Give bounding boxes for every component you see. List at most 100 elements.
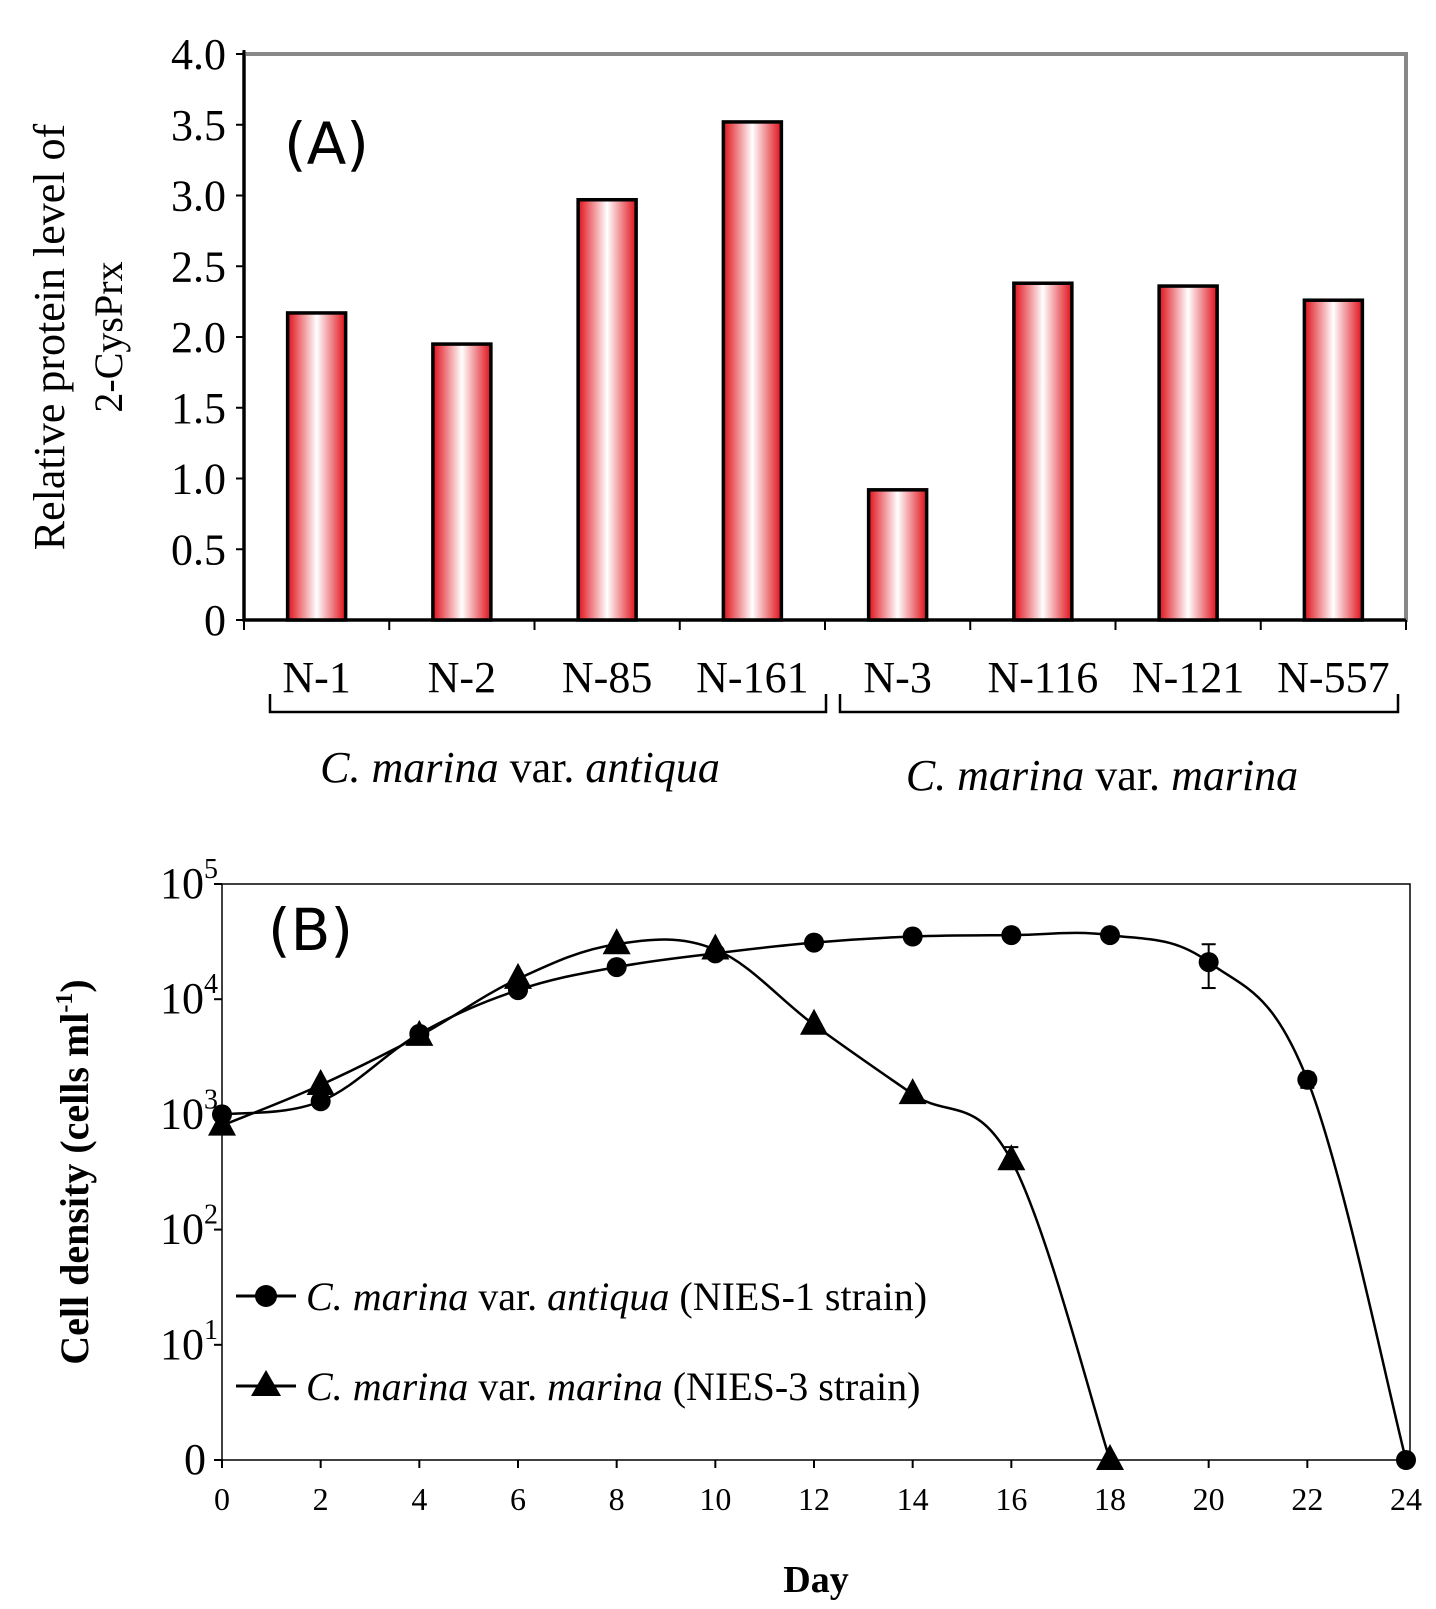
- bar-n-557: [1302, 298, 1365, 622]
- data-point-triangle: [701, 933, 730, 960]
- panel-b-label: (B): [268, 896, 353, 964]
- data-point-circle: [606, 957, 627, 978]
- category-label: N-557: [1277, 653, 1389, 702]
- panel-a-y-ticks: 0 0.5 1.0 1.5 2.0 2.5 3.0 3.5 4.0: [171, 30, 244, 645]
- y-tick-exponent: 2: [204, 1200, 218, 1231]
- y-tick-label: 2.0: [171, 313, 226, 362]
- y-tick-label: 3.5: [171, 101, 226, 150]
- data-point-triangle: [602, 928, 631, 955]
- x-tick-label: 2: [313, 1481, 329, 1517]
- panel-a-ylabel-line2: 2-CysPrx: [86, 261, 131, 412]
- panel-b-ylabel: Cell density (cells ml-1): [52, 979, 97, 1365]
- data-point-triangle: [208, 1109, 236, 1136]
- data-point-triangle: [800, 1008, 828, 1035]
- panel-b-xlabel: Day: [783, 1559, 848, 1601]
- panel-a-frame: [242, 52, 1408, 622]
- data-point-triangle: [405, 1019, 434, 1046]
- data-point-triangle: [306, 1068, 335, 1095]
- x-tick-label: 8: [609, 1481, 625, 1517]
- bar-n-1: [285, 311, 348, 622]
- y-tick-label: 2.5: [171, 242, 226, 291]
- panel-b-frame: [221, 883, 1411, 1461]
- category-label: N-85: [562, 653, 652, 702]
- panel-a-bars: [285, 120, 1365, 622]
- category-label: N-2: [428, 653, 496, 702]
- y-tick-label: 101: [160, 1315, 218, 1369]
- y-tick-label: 102: [160, 1200, 218, 1254]
- bar-n-85: [576, 197, 638, 622]
- x-tick-label: 12: [798, 1481, 830, 1517]
- panel-a-x-ticks: [243, 620, 1407, 630]
- data-point-circle: [1396, 1450, 1416, 1470]
- y-tick-base: 10: [160, 859, 204, 908]
- category-label: N-116: [987, 653, 1098, 702]
- category-label: N-161: [696, 653, 808, 702]
- y-tick-label: 105: [160, 854, 218, 908]
- panel-b-series: [208, 925, 1416, 1470]
- group-bracket-marina: [838, 694, 1400, 714]
- group-bracket-antiqua: [268, 694, 828, 714]
- y-tick-label: 104: [160, 969, 218, 1023]
- x-tick-label: 0: [214, 1481, 230, 1517]
- y-tick-label: 0: [184, 1435, 206, 1484]
- y-tick-base: 10: [160, 1205, 204, 1254]
- panel-a-ylabel-line1: Relative protein level of: [25, 123, 74, 550]
- y-tick-exponent: 4: [204, 969, 218, 1000]
- data-point-circle: [804, 932, 824, 953]
- category-label: N-1: [282, 653, 350, 702]
- bar-n-121: [1157, 284, 1219, 622]
- legend-label-antiqua: C. marina var. antiqua (NIES-1 strain): [306, 1274, 927, 1319]
- y-tick-label: 1.5: [171, 384, 226, 433]
- x-tick-label: 16: [995, 1481, 1027, 1517]
- bar-n-116: [1012, 281, 1074, 622]
- x-tick-label: 14: [897, 1481, 929, 1517]
- data-point-triangle: [1096, 1444, 1124, 1470]
- data-point-circle: [902, 926, 923, 947]
- panel-b-x-ticks: 0 2 4 6 8 10 12 14 16 18 20 22 24: [214, 1460, 1422, 1517]
- bar-n-2: [431, 342, 493, 622]
- x-tick-label: 22: [1291, 1481, 1323, 1517]
- legend-marker-triangle: [251, 1370, 281, 1396]
- category-label: N-3: [863, 653, 931, 702]
- y-tick-base: 0: [184, 1435, 206, 1484]
- y-tick-base: 10: [160, 1089, 204, 1138]
- y-tick-label: 1.0: [171, 455, 226, 504]
- data-point-circle: [1297, 1069, 1318, 1090]
- y-tick-exponent: 3: [204, 1084, 218, 1115]
- data-point-circle: [310, 1091, 331, 1112]
- data-point-triangle: [898, 1078, 927, 1105]
- data-point-triangle: [504, 962, 532, 989]
- legend-label-marina: C. marina var. marina (NIES-3 strain): [306, 1364, 920, 1409]
- y-tick-base: 10: [160, 974, 204, 1023]
- x-tick-label: 6: [510, 1481, 526, 1517]
- x-tick-label: 24: [1390, 1481, 1422, 1517]
- bar-n-161: [721, 120, 784, 622]
- group-label-antiqua: C. marina var. antiqua: [320, 743, 720, 792]
- panel-a: 0 0.5 1.0 1.5 2.0 2.5 3.0 3.5 4.0 N-1 N-2 N-85 N-16…: [25, 30, 1408, 800]
- data-point-circle: [1198, 952, 1219, 973]
- data-point-triangle: [997, 1144, 1026, 1171]
- y-tick-exponent: 1: [204, 1315, 218, 1346]
- data-point-circle: [1100, 925, 1120, 946]
- group-label-marina: C. marina var. marina: [906, 751, 1298, 800]
- bar-n-3: [866, 488, 929, 622]
- x-tick-label: 20: [1193, 1481, 1225, 1517]
- y-tick-label: 0: [204, 596, 226, 645]
- panel-a-label: (A): [284, 110, 369, 178]
- panel-a-category-labels: N-1 N-2 N-85 N-161 N-3 N-116 N-121 N-557: [282, 653, 1389, 702]
- y-tick-label: 4.0: [171, 30, 226, 79]
- y-tick-label: 0.5: [171, 525, 226, 574]
- x-tick-label: 18: [1094, 1481, 1126, 1517]
- x-tick-label: 10: [699, 1481, 731, 1517]
- y-tick-base: 10: [160, 1320, 204, 1369]
- category-label: N-121: [1132, 653, 1244, 702]
- y-tick-exponent: 5: [204, 854, 218, 885]
- data-point-circle: [1001, 925, 1022, 946]
- legend-marker-circle: [255, 1285, 277, 1307]
- y-tick-label: 3.0: [171, 172, 226, 221]
- y-tick-label: 103: [160, 1084, 218, 1138]
- x-tick-label: 4: [411, 1481, 427, 1517]
- panel-b-legend: C. marina var. antiqua (NIES-1 strain) C…: [236, 1274, 927, 1409]
